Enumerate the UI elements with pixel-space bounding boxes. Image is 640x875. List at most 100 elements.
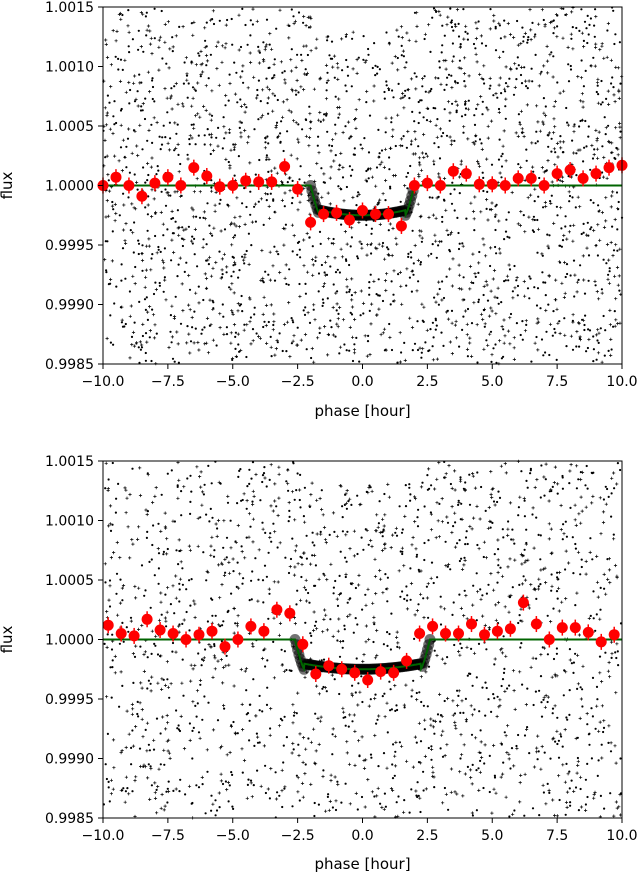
- top-raw-point: [280, 198, 284, 202]
- top-raw-point: [437, 77, 440, 80]
- top-raw-point: [290, 48, 293, 51]
- top-raw-point: [127, 80, 131, 85]
- top-raw-point: [451, 181, 454, 184]
- top-raw-point: [504, 90, 507, 93]
- bottom-raw-point: [587, 616, 591, 620]
- top-raw-point: [185, 78, 189, 82]
- bottom-raw-point: [272, 580, 276, 584]
- bottom-raw-point: [227, 800, 230, 803]
- top-y-tick-label: 1.0000: [45, 179, 94, 195]
- top-raw-point: [421, 77, 425, 81]
- top-raw-point: [157, 38, 161, 42]
- top-binned-point: [188, 162, 200, 174]
- top-raw-point: [104, 38, 108, 42]
- bottom-raw-point: [542, 695, 546, 699]
- top-raw-point: [392, 269, 396, 273]
- bottom-raw-point: [579, 495, 583, 499]
- top-raw-point: [196, 81, 200, 85]
- bottom-raw-point: [511, 812, 515, 816]
- top-raw-point: [275, 121, 279, 124]
- top-raw-point: [393, 54, 397, 59]
- top-raw-point: [138, 73, 141, 76]
- bottom-raw-point: [236, 586, 241, 590]
- bottom-raw-point: [406, 594, 409, 597]
- top-raw-point: [337, 97, 341, 101]
- top-raw-point: [365, 223, 368, 227]
- top-raw-point: [378, 294, 381, 297]
- top-raw-point: [169, 137, 172, 140]
- top-raw-point: [193, 253, 196, 256]
- bottom-raw-point: [194, 704, 197, 708]
- top-raw-point: [337, 105, 342, 109]
- top-raw-point: [112, 208, 115, 211]
- bottom-raw-point: [153, 781, 157, 785]
- bottom-raw-point: [408, 486, 411, 489]
- top-raw-point: [418, 111, 421, 114]
- bottom-raw-point: [426, 474, 429, 477]
- top-raw-point: [344, 84, 347, 87]
- top-raw-point: [368, 286, 371, 289]
- top-raw-point: [540, 252, 544, 256]
- top-raw-point: [486, 299, 490, 302]
- top-raw-point: [577, 321, 581, 326]
- bottom-raw-point: [226, 780, 230, 785]
- bottom-raw-point: [549, 551, 553, 556]
- bottom-raw-point: [386, 576, 389, 579]
- bottom-raw-point: [427, 746, 430, 750]
- top-raw-point: [164, 188, 167, 191]
- top-raw-point: [203, 342, 207, 346]
- top-raw-point: [319, 120, 322, 123]
- bottom-raw-point: [180, 490, 183, 493]
- top-raw-point: [124, 90, 128, 94]
- top-raw-point: [333, 76, 336, 79]
- top-raw-point: [388, 168, 391, 171]
- top-raw-point: [117, 57, 120, 61]
- bottom-raw-point: [466, 674, 469, 677]
- top-raw-point: [594, 284, 597, 287]
- top-raw-point: [302, 72, 307, 76]
- top-raw-point: [128, 102, 131, 105]
- top-raw-point: [348, 165, 351, 168]
- top-raw-point: [292, 234, 296, 238]
- bottom-raw-point: [223, 557, 227, 561]
- bottom-raw-point: [118, 601, 123, 605]
- bottom-raw-point: [252, 494, 256, 498]
- bottom-raw-point: [415, 555, 418, 558]
- bottom-raw-point: [547, 522, 551, 526]
- bottom-raw-point: [550, 573, 553, 576]
- top-raw-point: [138, 81, 142, 85]
- top-raw-point: [427, 23, 431, 27]
- top-raw-point: [390, 116, 394, 120]
- top-raw-point: [170, 87, 173, 90]
- bottom-raw-point: [274, 797, 279, 801]
- top-raw-point: [298, 178, 301, 181]
- top-raw-point: [420, 356, 423, 359]
- bottom-raw-point: [324, 613, 328, 617]
- top-raw-point: [507, 279, 510, 282]
- bottom-raw-point: [500, 574, 505, 578]
- top-raw-point: [211, 148, 216, 153]
- top-raw-point: [548, 53, 552, 57]
- top-raw-point: [204, 39, 207, 42]
- bottom-raw-point: [572, 572, 575, 575]
- bottom-raw-point: [551, 485, 554, 488]
- bottom-raw-point: [150, 558, 153, 561]
- bottom-raw-point: [166, 678, 169, 681]
- bottom-raw-point: [411, 765, 415, 769]
- bottom-raw-point: [574, 542, 577, 546]
- top-raw-point: [220, 44, 225, 48]
- top-raw-point: [176, 226, 180, 230]
- bottom-raw-point: [231, 805, 234, 808]
- top-raw-point: [304, 68, 307, 71]
- bottom-binned-point: [530, 618, 542, 630]
- top-raw-point: [111, 230, 114, 233]
- top-raw-point: [587, 254, 591, 257]
- top-raw-point: [292, 15, 295, 18]
- bottom-raw-point: [549, 620, 553, 624]
- top-raw-point: [531, 229, 535, 232]
- bottom-raw-point: [197, 786, 201, 789]
- bottom-raw-point: [550, 589, 553, 592]
- top-raw-point: [432, 7, 436, 10]
- bottom-raw-point: [211, 728, 216, 732]
- bottom-raw-point: [269, 504, 273, 508]
